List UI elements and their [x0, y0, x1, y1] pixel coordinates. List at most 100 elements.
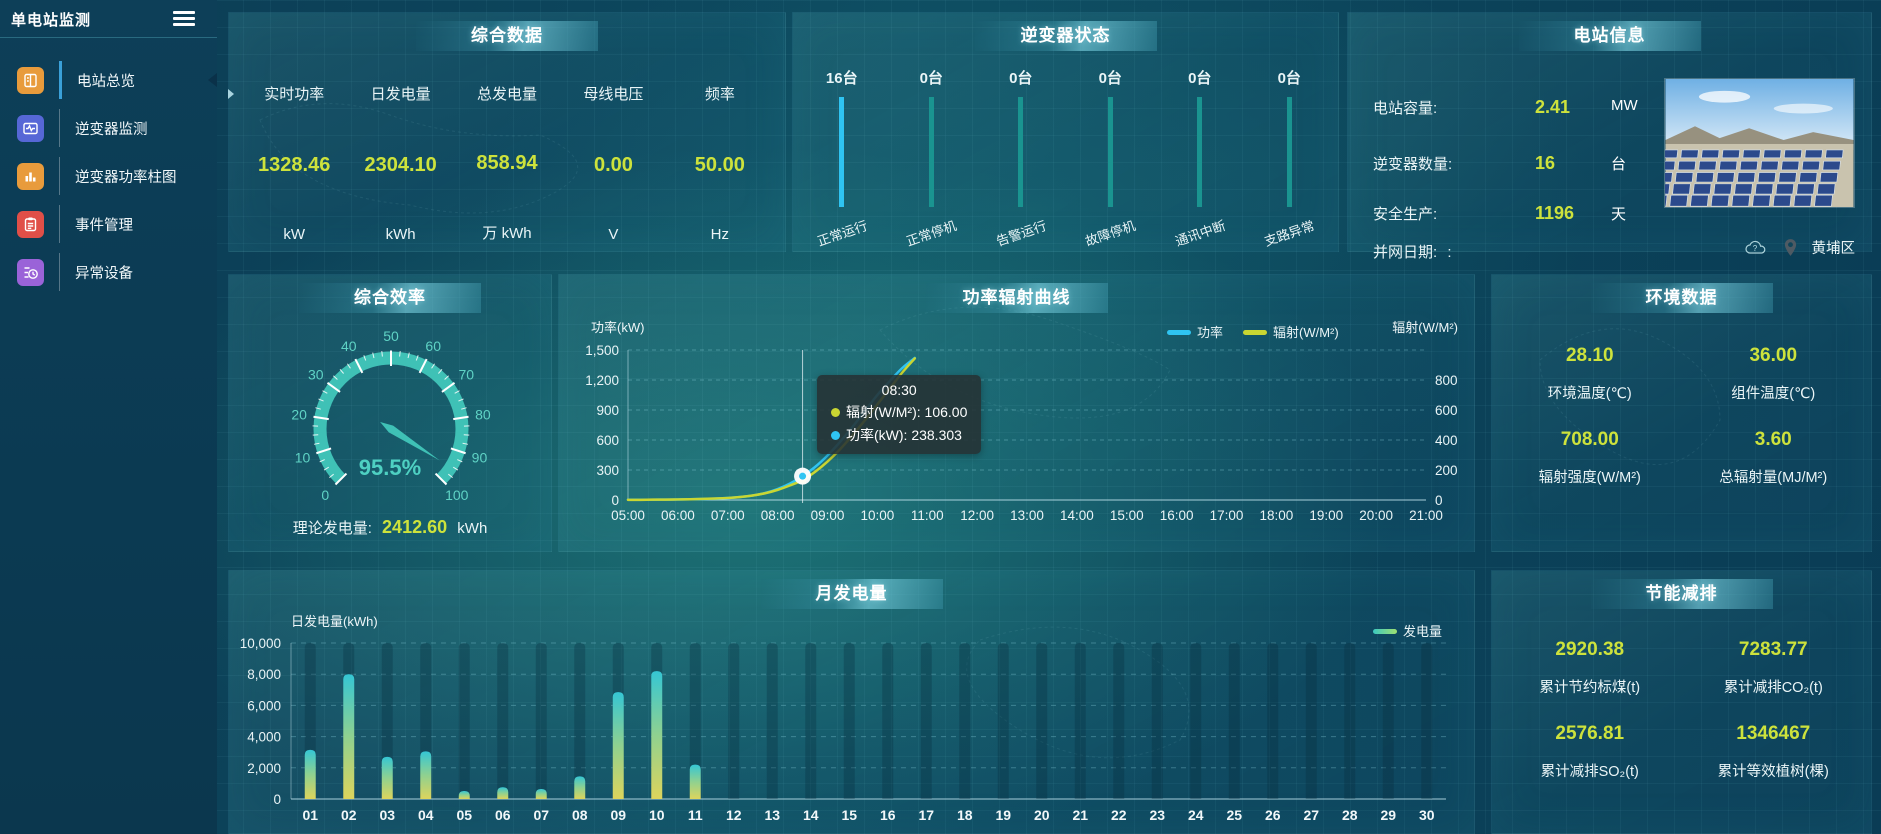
- panel-title: 功率辐射曲线: [925, 283, 1108, 313]
- chart-tooltip: 08:30 辐射(W/M²): 106.00 功率(kW): 238.303: [817, 375, 982, 454]
- status-bar: [1107, 97, 1113, 207]
- svg-text:26: 26: [1265, 807, 1281, 823]
- metric-frequency: 频率 50.00 Hz: [694, 86, 745, 243]
- info-grid-date: 并网日期: :: [1373, 244, 1452, 261]
- svg-text:40: 40: [341, 338, 357, 354]
- sidebar-item-station-overview[interactable]: 电站总览: [0, 56, 217, 104]
- svg-text:09:00: 09:00: [811, 508, 845, 523]
- svg-text:19:00: 19:00: [1309, 508, 1343, 523]
- svg-text:600: 600: [596, 433, 619, 448]
- metric-module-temp: 36.00 组件温度(℃): [1731, 345, 1816, 402]
- svg-text:10: 10: [295, 450, 311, 466]
- svg-text:600: 600: [1435, 403, 1458, 418]
- abnormal-device-icon: [17, 258, 44, 286]
- panel-environment: 环境数据 28.10 环境温度(℃) 36.00 组件温度(℃) 708.00 …: [1491, 274, 1872, 552]
- svg-text:02: 02: [341, 807, 357, 823]
- svg-text:17:00: 17:00: [1210, 508, 1244, 523]
- sidebar-item-event-management[interactable]: 事件管理: [0, 200, 217, 248]
- svg-text:100: 100: [445, 487, 469, 503]
- station-photo: [1664, 78, 1855, 208]
- panel-efficiency: 综合效率 0 10 20 30 40 50 60 70 80 90 100 95.5% 理论发电量:…: [228, 274, 552, 552]
- panel-title: 综合效率: [299, 283, 481, 313]
- svg-text:17: 17: [918, 807, 934, 823]
- svg-text:10: 10: [649, 807, 665, 823]
- panel-summary-data: 综合数据 实时功率 1328.46 kW 日发电量 2304.10 kWh 总发…: [228, 12, 786, 252]
- sidebar-item-label: 逆变器监测: [75, 121, 148, 138]
- energy-saving-metrics: 2920.38 累计节约标煤(t) 7283.77 累计减排CO₂(t) 257…: [1498, 639, 1865, 781]
- svg-text:4,000: 4,000: [247, 730, 281, 745]
- sidebar: 单电站监测 电站总览 逆变器监测: [0, 0, 217, 834]
- location-label: 黄埔区: [1811, 241, 1856, 257]
- svg-text:300: 300: [596, 463, 619, 478]
- metric-irradiance: 708.00 辐射强度(W/M²): [1538, 429, 1641, 486]
- svg-text:0: 0: [611, 493, 619, 508]
- svg-text:21: 21: [1072, 807, 1088, 823]
- legend-power[interactable]: 功率: [1167, 322, 1223, 341]
- svg-text:90: 90: [472, 450, 488, 466]
- line-chart-legend[interactable]: 功率 辐射(W/M²): [1167, 322, 1339, 341]
- svg-text:0: 0: [273, 792, 281, 807]
- metric-coal-saved: 2920.38 累计节约标煤(t): [1539, 639, 1641, 696]
- panel-title: 电站信息: [1518, 21, 1701, 51]
- metric-realtime-power: 实时功率 1328.46 kW: [258, 86, 331, 243]
- svg-text:18:00: 18:00: [1259, 508, 1293, 523]
- status-branch-abnormal: 0台 支路异常: [1262, 70, 1317, 250]
- legend-energy[interactable]: 发电量: [1372, 621, 1442, 640]
- sidebar-menu: 电站总览 逆变器监测 逆变器功率柱图: [0, 56, 217, 296]
- svg-text:10:00: 10:00: [860, 508, 894, 523]
- bar-axis-name: 日发电量(kWh): [291, 614, 378, 629]
- sidebar-header: 单电站监测: [0, 0, 217, 38]
- panel-title: 月发电量: [760, 579, 943, 609]
- svg-text:20:00: 20:00: [1359, 508, 1393, 523]
- svg-text:09: 09: [610, 807, 626, 823]
- panel-marker: [228, 89, 234, 99]
- active-rail: [59, 61, 62, 99]
- sidebar-item-inverter-monitor[interactable]: 逆变器监测: [0, 104, 217, 152]
- panel-title: 综合数据: [416, 21, 598, 51]
- status-normal-stop: 0台 正常停机: [904, 70, 959, 250]
- metric-total-radiation: 3.60 总辐射量(MJ/M²): [1719, 429, 1828, 486]
- svg-text:400: 400: [1435, 433, 1458, 448]
- svg-text:05:00: 05:00: [611, 508, 645, 523]
- summary-metrics: 实时功率 1328.46 kW 日发电量 2304.10 kWh 总发电量 85…: [241, 65, 773, 243]
- svg-text:08:00: 08:00: [761, 508, 795, 523]
- sidebar-item-inverter-power-bars[interactable]: 逆变器功率柱图: [0, 152, 217, 200]
- svg-text:14:00: 14:00: [1060, 508, 1094, 523]
- monthly-energy-chart[interactable]: 0 2,000 4,000 6,000 8,000 10,000 01 02 03 04 05 06 0…: [229, 571, 1476, 834]
- sidebar-item-abnormal-devices[interactable]: 异常设备: [0, 248, 217, 296]
- left-axis-name: 功率(kW): [591, 320, 645, 335]
- svg-text:0: 0: [321, 487, 329, 503]
- svg-text:28: 28: [1342, 807, 1358, 823]
- svg-text:70: 70: [458, 366, 474, 382]
- status-bar: [1018, 97, 1024, 207]
- panel-power-radiation-chart: 功率辐射曲线 功率(kW) 辐射(W/M²) 功率 辐射(W/M²) 0 300 6…: [558, 274, 1475, 552]
- svg-text:60: 60: [425, 338, 441, 354]
- svg-text:1,200: 1,200: [585, 373, 619, 388]
- svg-text:01: 01: [302, 807, 318, 823]
- efficiency-gauge[interactable]: 0 10 20 30 40 50 60 70 80 90 100: [229, 303, 553, 533]
- collapse-arrow-icon[interactable]: [208, 73, 217, 87]
- location-row: ? 黄埔区: [1743, 237, 1856, 258]
- overview-icon: [17, 66, 44, 94]
- info-capacity: 电站容量: 2.41 MW: [1373, 97, 1638, 117]
- panel-title: 逆变器状态: [974, 21, 1157, 51]
- svg-text:04: 04: [418, 807, 434, 823]
- svg-text:16: 16: [880, 807, 896, 823]
- svg-text:8,000: 8,000: [247, 667, 281, 682]
- svg-text:25: 25: [1226, 807, 1242, 823]
- gauge-value: 95.5%: [358, 455, 422, 480]
- power-radiation-chart[interactable]: 0 300 600 900 1,200 1,500 0 200 400 600 800 05:00 06…: [559, 275, 1476, 553]
- metric-co2-reduced: 7283.77 累计减排CO₂(t): [1723, 639, 1823, 696]
- metric-so2-reduced: 2576.81 累计减排SO₂(t): [1540, 723, 1639, 780]
- svg-text:13:00: 13:00: [1010, 508, 1044, 523]
- svg-text:15:00: 15:00: [1110, 508, 1144, 523]
- hamburger-menu-icon[interactable]: [173, 11, 195, 29]
- panel-title: 节能减排: [1590, 579, 1773, 609]
- bar-chart-legend[interactable]: 发电量: [1372, 621, 1442, 640]
- metric-trees-equivalent: 1346467 累计等效植树(棵): [1717, 723, 1829, 780]
- status-fault-stop: 0台 故障停机: [1083, 70, 1138, 250]
- legend-radiation[interactable]: 辐射(W/M²): [1243, 322, 1339, 341]
- theoretical-energy-row: 理论发电量: 2412.60 kWh: [292, 517, 488, 537]
- sidebar-item-label: 逆变器功率柱图: [75, 169, 177, 186]
